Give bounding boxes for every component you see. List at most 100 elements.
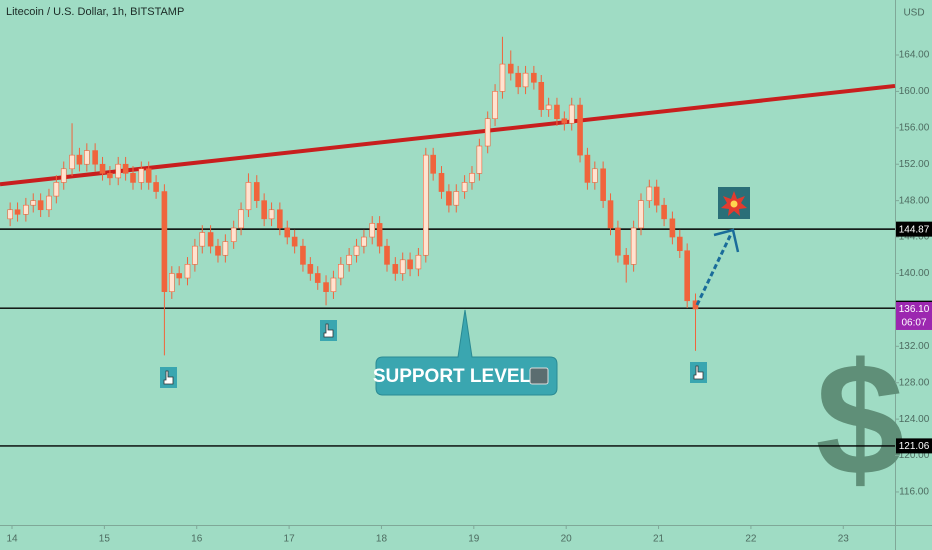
candle-body — [407, 259, 413, 270]
y-tick-label: 116.00 — [899, 487, 929, 498]
candle-body — [492, 91, 498, 120]
candle-body — [307, 264, 314, 274]
candle-body — [361, 236, 367, 247]
candle-body — [592, 168, 598, 183]
candle-body — [37, 200, 44, 211]
candle-body — [138, 168, 145, 183]
x-tick-label: 15 — [99, 534, 111, 545]
y-tick-label: 140.00 — [899, 268, 930, 279]
callout-box — [375, 309, 558, 396]
candle-body — [484, 118, 491, 147]
candle-body — [415, 254, 422, 270]
x-tick-label: 19 — [468, 534, 480, 545]
y-axis-label: USD — [903, 8, 924, 19]
callout: SUPPORT LEVEL — [373, 309, 558, 396]
x-tick-label: 20 — [561, 534, 573, 545]
candle-body — [7, 209, 13, 220]
arrow-shaft — [695, 233, 733, 306]
candle-body — [515, 72, 521, 88]
candle-body — [84, 150, 90, 165]
up-icon — [529, 367, 549, 385]
candle-body — [422, 154, 429, 256]
candle-body — [369, 223, 376, 238]
candle-body — [245, 182, 252, 211]
candle-body — [46, 195, 52, 211]
candle-body — [92, 150, 98, 165]
level-label-box — [896, 221, 932, 237]
candle-body — [577, 104, 583, 156]
candle-body — [453, 191, 460, 206]
candle-body — [499, 63, 506, 92]
candle-body — [607, 200, 614, 229]
candle-body — [130, 173, 136, 183]
y-tick-label: 164.00 — [899, 50, 930, 61]
candle-body — [199, 232, 206, 247]
candle-body — [115, 163, 122, 179]
candle-body — [538, 81, 545, 110]
candle-body — [653, 186, 660, 206]
candle-body — [669, 218, 676, 238]
candle-body — [161, 191, 168, 292]
chart-title: Litecoin / U.S. Dollar, 1h, BITSTAMP — [6, 6, 184, 18]
candle-body — [176, 273, 182, 279]
hand-shape — [163, 370, 174, 385]
candle-body — [23, 204, 29, 215]
y-tick-label: 160.00 — [899, 86, 930, 97]
arrow — [695, 228, 740, 306]
candle-body — [99, 163, 106, 174]
candle-body — [346, 254, 352, 265]
candle-body — [107, 173, 113, 179]
y-tick-label: 152.00 — [899, 159, 930, 170]
candle-body — [684, 250, 690, 302]
price-label: 136.10 — [899, 304, 930, 315]
candle-body — [207, 232, 214, 247]
candle-body — [192, 245, 198, 265]
candle-body — [623, 254, 630, 265]
x-tick-label: 14 — [6, 534, 18, 545]
candle-body — [507, 63, 514, 74]
hand-icons — [160, 320, 707, 388]
candle-body — [446, 191, 452, 206]
candle-body — [600, 168, 606, 201]
candle-body — [53, 182, 60, 197]
x-tick-label: 22 — [745, 534, 757, 545]
countdown: 06:07 — [901, 318, 926, 329]
candle-body — [330, 277, 337, 292]
candle-body — [253, 182, 260, 201]
candle-body — [277, 209, 283, 229]
candle-body — [222, 241, 229, 256]
level-label: 144.87 — [899, 224, 930, 235]
y-tick-label: 132.00 — [899, 341, 930, 352]
level-label-box — [896, 438, 932, 454]
burst-center — [730, 200, 738, 208]
x-tick-label: 16 — [191, 534, 203, 545]
candle-body — [584, 154, 591, 183]
watermark: $ — [816, 329, 905, 508]
candle-body — [615, 227, 621, 256]
price-label-box — [896, 301, 932, 330]
candle-body — [353, 245, 360, 256]
candle-body — [661, 204, 667, 220]
candle-body — [430, 154, 436, 174]
candle-body — [69, 154, 75, 170]
candle-body — [14, 209, 21, 215]
candle-body — [399, 259, 406, 274]
candle-body — [469, 173, 475, 183]
candle-body — [60, 168, 67, 183]
candle-body — [314, 273, 321, 283]
candle-body — [376, 223, 383, 247]
x-tick-label: 23 — [838, 534, 850, 545]
candle-body — [30, 200, 37, 206]
candle-body — [531, 72, 537, 83]
x-tick-label: 17 — [284, 534, 296, 545]
candle-body — [676, 236, 683, 252]
candle-body — [184, 264, 191, 279]
candle-body — [261, 200, 267, 220]
x-tick-label: 18 — [376, 534, 388, 545]
candle-body — [238, 209, 244, 229]
candle-body — [291, 236, 298, 247]
candle-body — [545, 104, 552, 110]
candle-body — [284, 227, 291, 238]
